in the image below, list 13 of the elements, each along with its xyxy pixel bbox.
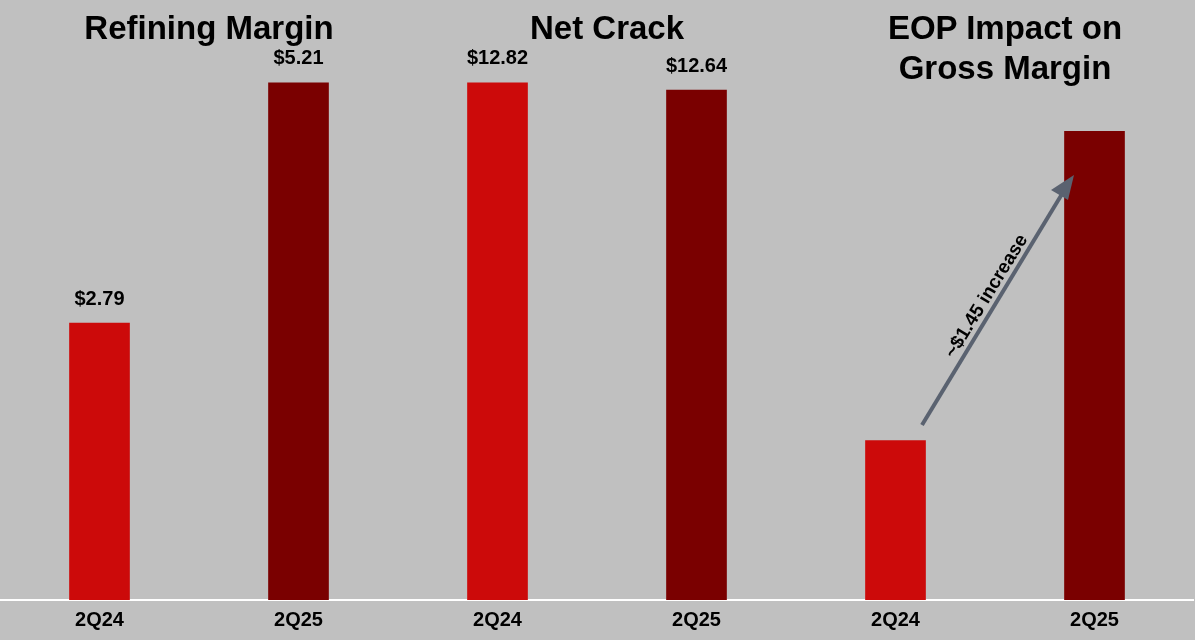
data-label: $2.79 [74,286,125,309]
x-tick-label: 2Q25 [1070,607,1119,630]
x-tick-label: 2Q24 [75,607,125,630]
x-tick-label: 2Q24 [871,607,921,630]
data-label: $12.82 [466,46,529,69]
x-tick-label: 2Q25 [274,607,323,630]
chart-title: EOP Impact on Gross Margin [886,8,1124,88]
chart-title: Net Crack [528,8,686,48]
x-tick-label: 2Q24 [473,607,523,630]
data-label: $5.21 [273,46,324,69]
x-tick-label: 2Q25 [672,607,721,630]
chart-title: Refining Margin [83,8,335,48]
data-label: $12.64 [665,53,728,76]
